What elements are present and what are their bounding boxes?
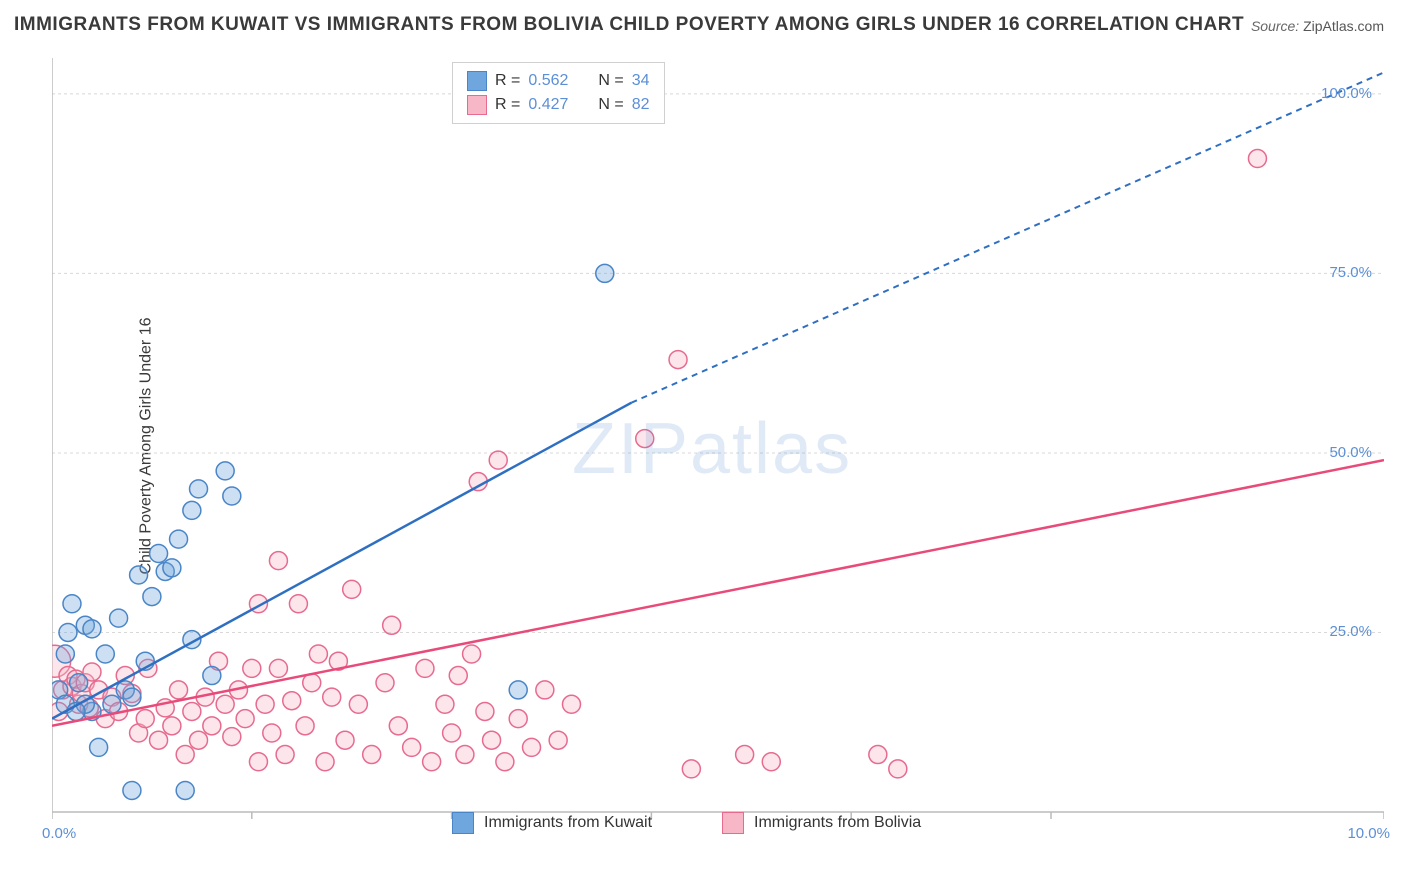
legend-swatch-blue — [467, 71, 487, 91]
source-label: Source: — [1251, 18, 1299, 34]
legend-row-bolivia: R = 0.427 N = 82 — [467, 93, 650, 117]
y-tick-label: 75.0% — [1329, 264, 1372, 281]
y-tick-label: 50.0% — [1329, 444, 1372, 461]
y-tick-label: 100.0% — [1321, 85, 1372, 102]
scatter-chart — [52, 58, 1384, 840]
x-tick-label-min: 0.0% — [42, 825, 76, 842]
source-value: ZipAtlas.com — [1303, 18, 1384, 34]
chart-title: IMMIGRANTS FROM KUWAIT VS IMMIGRANTS FRO… — [14, 14, 1244, 36]
r-label: R = — [495, 69, 520, 93]
legend-label-kuwait: Immigrants from Kuwait — [484, 814, 652, 832]
legend-swatch-pink — [722, 812, 744, 834]
r-value-bolivia: 0.427 — [528, 93, 568, 117]
legend-swatch-blue — [452, 812, 474, 834]
legend-label-bolivia: Immigrants from Bolivia — [754, 814, 921, 832]
y-tick-label: 25.0% — [1329, 623, 1372, 640]
source-attribution: Source: ZipAtlas.com — [1251, 18, 1384, 34]
plot-area: ZIPatlas R = 0.562 N = 34 R = 0.427 N = … — [52, 58, 1384, 840]
r-value-kuwait: 0.562 — [528, 69, 568, 93]
n-value-kuwait: 34 — [632, 69, 650, 93]
correlation-legend: R = 0.562 N = 34 R = 0.427 N = 82 — [452, 62, 665, 124]
n-label: N = — [598, 69, 623, 93]
r-label: R = — [495, 93, 520, 117]
legend-swatch-pink — [467, 95, 487, 115]
n-value-bolivia: 82 — [632, 93, 650, 117]
legend-row-kuwait: R = 0.562 N = 34 — [467, 69, 650, 93]
series-legend-kuwait: Immigrants from Kuwait — [452, 812, 652, 834]
series-legend-bolivia: Immigrants from Bolivia — [722, 812, 921, 834]
n-label: N = — [598, 93, 623, 117]
x-tick-label-max: 10.0% — [1347, 825, 1390, 842]
